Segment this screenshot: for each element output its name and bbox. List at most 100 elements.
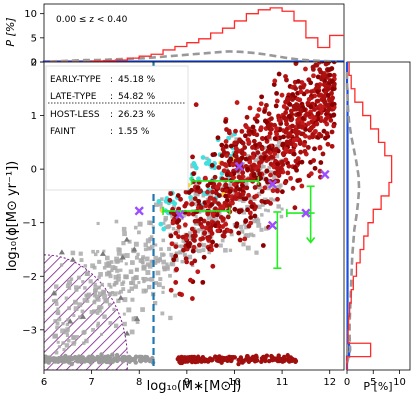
galaxy-point (269, 126, 274, 132)
galaxy-point (290, 185, 296, 191)
host-less-point (241, 242, 246, 247)
host-less-point (73, 306, 79, 312)
galaxy-point (312, 165, 318, 171)
galaxy-point (326, 102, 331, 108)
host-less-point (142, 357, 147, 363)
galaxy-point (176, 224, 182, 230)
host-less-point (85, 299, 90, 303)
host-less-point (81, 330, 86, 335)
host-less-point (83, 264, 88, 268)
galaxy-point (284, 97, 290, 102)
galaxy-point (329, 143, 335, 149)
galaxy-point (262, 109, 267, 114)
host-less-point (167, 246, 172, 251)
host-less-point (178, 250, 182, 254)
galaxy-point (236, 208, 242, 214)
galaxy-point (205, 236, 211, 242)
host-less-point (134, 315, 141, 321)
galaxy-point (232, 195, 238, 201)
galaxy-point (251, 162, 257, 168)
host-less-point (205, 156, 209, 161)
galaxy-point (169, 241, 175, 247)
host-less-point (110, 265, 116, 270)
host-less-point (77, 315, 82, 320)
y-tick-label: 0 (31, 165, 37, 176)
x-axis-label: log₁₀(M∗[M⊙]) (147, 379, 242, 394)
legend-item-faint: FAINT : 1.55 % (50, 127, 150, 137)
galaxy-point (223, 221, 229, 227)
host-less-point (128, 269, 134, 274)
galaxy-point (287, 140, 293, 146)
host-less-point (161, 259, 167, 265)
galaxy-point (318, 133, 324, 139)
galaxy-point (326, 67, 332, 72)
right-x-tick-label: 5 (370, 377, 376, 388)
galaxy-point (199, 359, 204, 364)
host-less-point (126, 307, 132, 313)
error-bar-point (190, 176, 260, 185)
host-less-point (143, 247, 148, 252)
host-less-point (266, 209, 270, 213)
galaxy-point (293, 158, 299, 164)
error-bar-point (162, 206, 231, 215)
galaxy-point (330, 86, 336, 92)
galaxy-point (234, 100, 240, 105)
galaxy-point (274, 98, 280, 104)
host-less-point (193, 181, 199, 186)
galaxy-point (255, 150, 261, 156)
host-less-point (109, 285, 113, 289)
galaxy-point (233, 150, 239, 155)
galaxy-point (319, 76, 324, 82)
legend-value-faint: 1.55 % (118, 127, 150, 137)
host-less-point (86, 357, 91, 362)
galaxy-point (192, 229, 198, 235)
galaxy-point (272, 147, 278, 153)
host-less-point (124, 330, 131, 336)
galaxy-point (210, 152, 216, 158)
host-less-point (144, 256, 150, 262)
error-bar-points (162, 176, 316, 270)
galaxy-point (227, 204, 232, 210)
host-less-point (199, 207, 205, 213)
galaxy-point (308, 80, 314, 86)
galaxy-point (328, 117, 334, 123)
galaxy-point (271, 82, 277, 88)
galaxy-point (287, 359, 292, 364)
host-less-point (254, 250, 259, 255)
galaxy-point (223, 193, 229, 199)
galaxy-point (281, 114, 287, 120)
host-less-point (161, 290, 165, 294)
host-less-point (103, 298, 108, 303)
host-less-point (101, 289, 106, 294)
host-less-point (107, 302, 112, 307)
y-tick-label: −1 (22, 218, 37, 229)
host-less-point (110, 290, 114, 295)
host-less-point (50, 290, 57, 296)
legend-colon-early: : (110, 75, 113, 85)
host-less-point (214, 217, 219, 222)
host-less-point (147, 284, 152, 290)
galaxy-point (225, 214, 231, 220)
host-less-point (100, 332, 104, 336)
host-less-point (115, 268, 120, 273)
host-less-point (179, 244, 184, 248)
galaxy-point (214, 184, 220, 190)
host-less-point (123, 236, 130, 242)
galaxy-point (297, 107, 303, 113)
galaxy-point (192, 196, 198, 202)
galaxy-point (310, 123, 316, 129)
galaxy-point (331, 62, 337, 65)
galaxy-point (274, 126, 279, 132)
legend-value-late: 54.82 % (118, 92, 156, 102)
galaxy-point (325, 93, 331, 98)
cross-stroke (234, 161, 244, 172)
galaxy-point (259, 94, 265, 100)
galaxy-point (207, 227, 213, 233)
galaxy-point (325, 62, 331, 66)
galaxy-point (274, 131, 280, 137)
host-less-point (66, 279, 72, 285)
host-less-point (75, 335, 80, 339)
galaxy-point (202, 175, 208, 181)
host-less-point (61, 341, 65, 345)
galaxy-point (281, 104, 287, 109)
